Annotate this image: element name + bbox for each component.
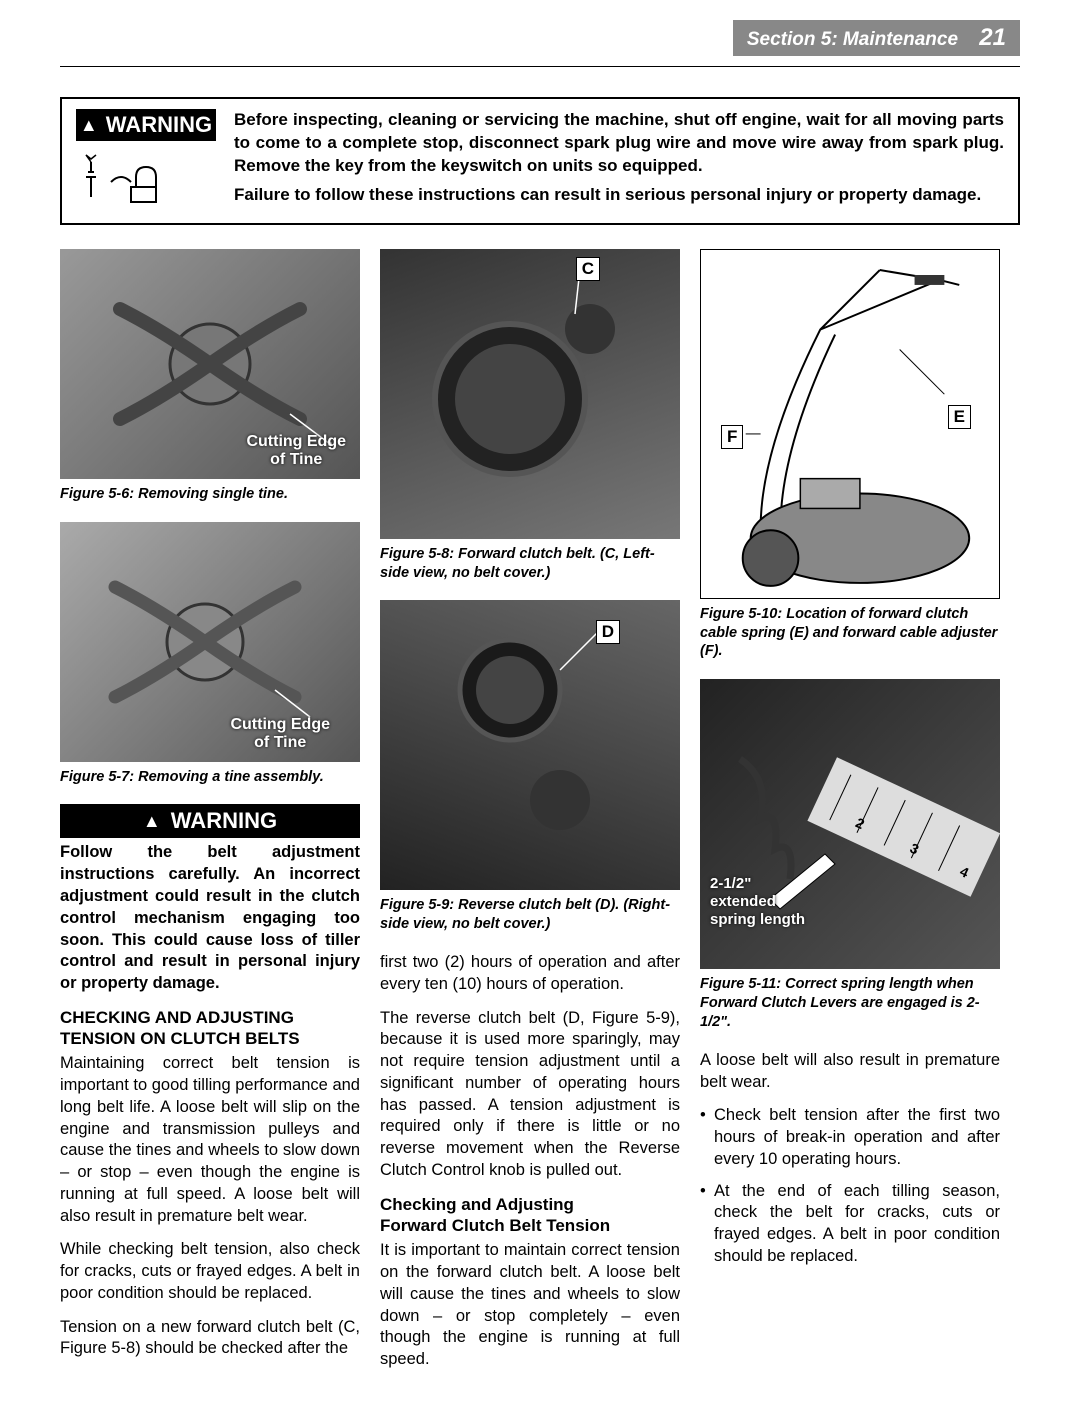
figure-5-9-letter: D	[596, 620, 620, 644]
figure-5-8-letter: C	[576, 257, 600, 281]
spark-plug-svg	[76, 147, 196, 207]
col1-p3: Tension on a new forward clutch belt (C,…	[60, 1317, 360, 1361]
figure-5-9-photo: D	[380, 600, 680, 890]
content-columns: Cutting Edge of Tine Figure 5-6: Removin…	[60, 249, 1020, 1383]
col1-p2: While checking belt tension, also check …	[60, 1239, 360, 1304]
heading-forward-tension: Checking and Adjusting Forward Clutch Be…	[380, 1194, 680, 1237]
col3-bullet-2: At the end of each tilling season, check…	[700, 1181, 1000, 1268]
figure-5-7-caption: Figure 5-7: Removing a tine assembly.	[60, 768, 360, 787]
forward-belt-illustration	[380, 249, 680, 539]
page-header: Section 5: Maintenance 21	[60, 20, 1020, 56]
col2-p3: It is important to maintain correct tens…	[380, 1240, 680, 1371]
warning-label: WARNING	[106, 112, 212, 138]
warning-badge: ▲ WARNING	[76, 109, 216, 141]
warning-label: WARNING	[171, 808, 277, 834]
figure-5-11-photo: 2 3 4 2-1/2" extended spring length	[700, 679, 1000, 969]
page-number: 21	[979, 24, 1006, 51]
figure-5-7-label: Cutting Edge of Tine	[230, 716, 330, 752]
figure-5-10-E: E	[948, 405, 971, 429]
figure-5-6-photo: Cutting Edge of Tine	[60, 249, 360, 479]
section-title: Section 5: Maintenance 21	[733, 20, 1020, 56]
col1-p1: Maintaining correct belt tension is impo…	[60, 1053, 360, 1227]
alert-triangle-icon: ▲	[143, 811, 161, 832]
warning-body: Follow the belt adjustment instructions …	[60, 842, 360, 994]
top-warning-box: ▲ WARNING Before inspecting, cleaning or…	[60, 97, 1020, 225]
figure-5-10-photo: E F	[700, 249, 1000, 599]
inline-warning-badge: ▲ WARNING	[60, 804, 360, 838]
figure-5-8-caption: Figure 5-8: Forward clutch belt. (C, Lef…	[380, 545, 680, 583]
warning-paragraph-1: Before inspecting, cleaning or servicing…	[234, 109, 1004, 178]
col3-bullet-1: Check belt tension after the first two h…	[700, 1105, 1000, 1170]
header-rule	[60, 66, 1020, 67]
reverse-belt-illustration	[380, 600, 680, 890]
warning-paragraph-2: Failure to follow these instructions can…	[234, 184, 1004, 207]
warning-badge-area: ▲ WARNING	[76, 109, 216, 213]
figure-5-11-measure: 2-1/2" extended spring length	[710, 875, 805, 929]
column-3: E F Figure 5-10: Location of forward clu…	[700, 249, 1000, 1383]
figure-5-10-caption: Figure 5-10: Location of forward clutch …	[700, 605, 1000, 662]
warning-text: Before inspecting, cleaning or servicing…	[234, 109, 1004, 213]
figure-5-11-caption: Figure 5-11: Correct spring length when …	[700, 975, 1000, 1032]
column-1: Cutting Edge of Tine Figure 5-6: Removin…	[60, 249, 360, 1383]
col2-p1: first two (2) hours of operation and aft…	[380, 952, 680, 996]
col2-p2: The reverse clutch belt (D, Figure 5-9),…	[380, 1008, 680, 1182]
alert-triangle-icon: ▲	[80, 115, 98, 136]
heading-clutch-belts: CHECKING AND ADJUSTING TENSION ON CLUTCH…	[60, 1007, 360, 1050]
figure-5-8-photo: C	[380, 249, 680, 539]
figure-5-6-label: Cutting Edge of Tine	[246, 433, 346, 469]
figure-5-10-F: F	[721, 425, 743, 449]
safety-spark-plug-icon	[76, 147, 196, 207]
figure-5-7-photo: Cutting Edge of Tine	[60, 522, 360, 762]
column-2: C Figure 5-8: Forward clutch belt. (C, L…	[380, 249, 680, 1383]
section-label: Section 5: Maintenance	[747, 29, 958, 50]
figure-5-6-caption: Figure 5-6: Removing single tine.	[60, 485, 360, 504]
col3-p1: A loose belt will also result in prematu…	[700, 1050, 1000, 1094]
figure-5-9-caption: Figure 5-9: Reverse clutch belt (D). (Ri…	[380, 896, 680, 934]
